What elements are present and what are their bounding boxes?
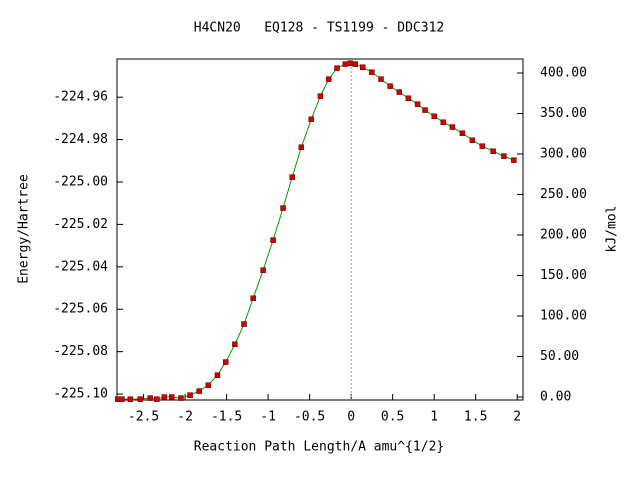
data-point <box>214 372 221 378</box>
y-tick-label: -225.06 <box>53 302 108 317</box>
data-point <box>270 237 276 243</box>
y2-tick-label: 0.00 <box>540 390 571 405</box>
data-point <box>387 83 393 89</box>
x-tick-label: -1.5 <box>211 410 242 425</box>
y2-tick-label: 250.00 <box>540 187 587 202</box>
x-tick-label: 1.5 <box>464 410 487 425</box>
plot-frame <box>116 58 524 401</box>
data-point <box>501 153 507 159</box>
y-tick-label: -225.08 <box>53 344 108 359</box>
data-point <box>161 394 168 400</box>
data-point <box>469 137 476 143</box>
data-point <box>280 205 286 211</box>
data-point <box>347 60 354 66</box>
y2-tick-label: 350.00 <box>540 106 587 121</box>
data-point <box>241 321 247 327</box>
data-point <box>325 76 332 82</box>
data-point <box>260 267 266 273</box>
x-axis-label: Reaction Path Length/A amu^{1/2} <box>194 440 444 455</box>
data-point <box>360 64 366 71</box>
data-point <box>289 174 295 180</box>
y2-tick-label: 300.00 <box>540 147 587 162</box>
y-tick-label: -225.00 <box>53 174 108 189</box>
data-point <box>298 144 305 150</box>
data-point <box>119 396 125 402</box>
x-tick-label: -1 <box>260 410 276 425</box>
data-point <box>137 396 143 402</box>
chart-title: H4CN20 EQ128 - TS1199 - DDC312 <box>194 21 444 36</box>
data-point <box>440 119 447 125</box>
x-tick-label: -0.5 <box>294 410 325 425</box>
y2-tick-label: 100.00 <box>540 309 587 324</box>
data-point <box>422 107 428 113</box>
y-tick-label: -225.02 <box>53 217 108 232</box>
y2-tick-label: 400.00 <box>540 66 587 81</box>
data-point <box>449 124 456 130</box>
data-point <box>223 359 229 365</box>
x-tick-label: 0.5 <box>381 410 404 425</box>
x-tick-label: -2.5 <box>128 410 159 425</box>
data-point <box>431 113 437 120</box>
y2-axis-label: kJ/mol <box>605 206 620 253</box>
data-point <box>334 65 340 71</box>
data-point <box>178 395 184 401</box>
data-point <box>342 61 349 67</box>
data-point <box>479 143 486 149</box>
data-point <box>196 388 202 394</box>
x-tick-label: 2 <box>513 410 521 425</box>
y2-tick-label: 50.00 <box>540 349 579 364</box>
y-axis-label: Energy/Hartree <box>17 174 32 284</box>
series-line <box>117 62 515 400</box>
y-tick-label: -225.04 <box>53 259 108 274</box>
data-point <box>169 394 175 400</box>
y-tick-label: -224.96 <box>53 90 108 105</box>
data-point <box>490 148 496 154</box>
data-point <box>369 69 375 75</box>
data-point <box>205 382 212 388</box>
data-point <box>127 396 134 402</box>
data-point <box>378 76 384 82</box>
data-point <box>317 93 324 99</box>
data-point <box>232 341 238 347</box>
x-tick-label: 1 <box>430 410 438 425</box>
data-point <box>308 116 315 122</box>
data-point <box>147 395 153 401</box>
data-point <box>250 295 256 301</box>
x-tick-label: 0 <box>347 410 355 425</box>
y2-tick-label: 200.00 <box>540 228 587 243</box>
data-point <box>414 101 421 107</box>
data-point <box>187 392 193 398</box>
y-tick-label: -225.10 <box>53 387 108 402</box>
x-tick-label: -2 <box>177 410 193 425</box>
data-point <box>352 61 359 67</box>
data-point <box>459 130 466 136</box>
data-point <box>511 157 517 163</box>
data-point <box>396 89 403 95</box>
y-tick-label: -224.98 <box>53 132 108 147</box>
y2-tick-label: 150.00 <box>540 268 587 283</box>
data-point <box>405 95 412 101</box>
data-point <box>154 396 160 402</box>
